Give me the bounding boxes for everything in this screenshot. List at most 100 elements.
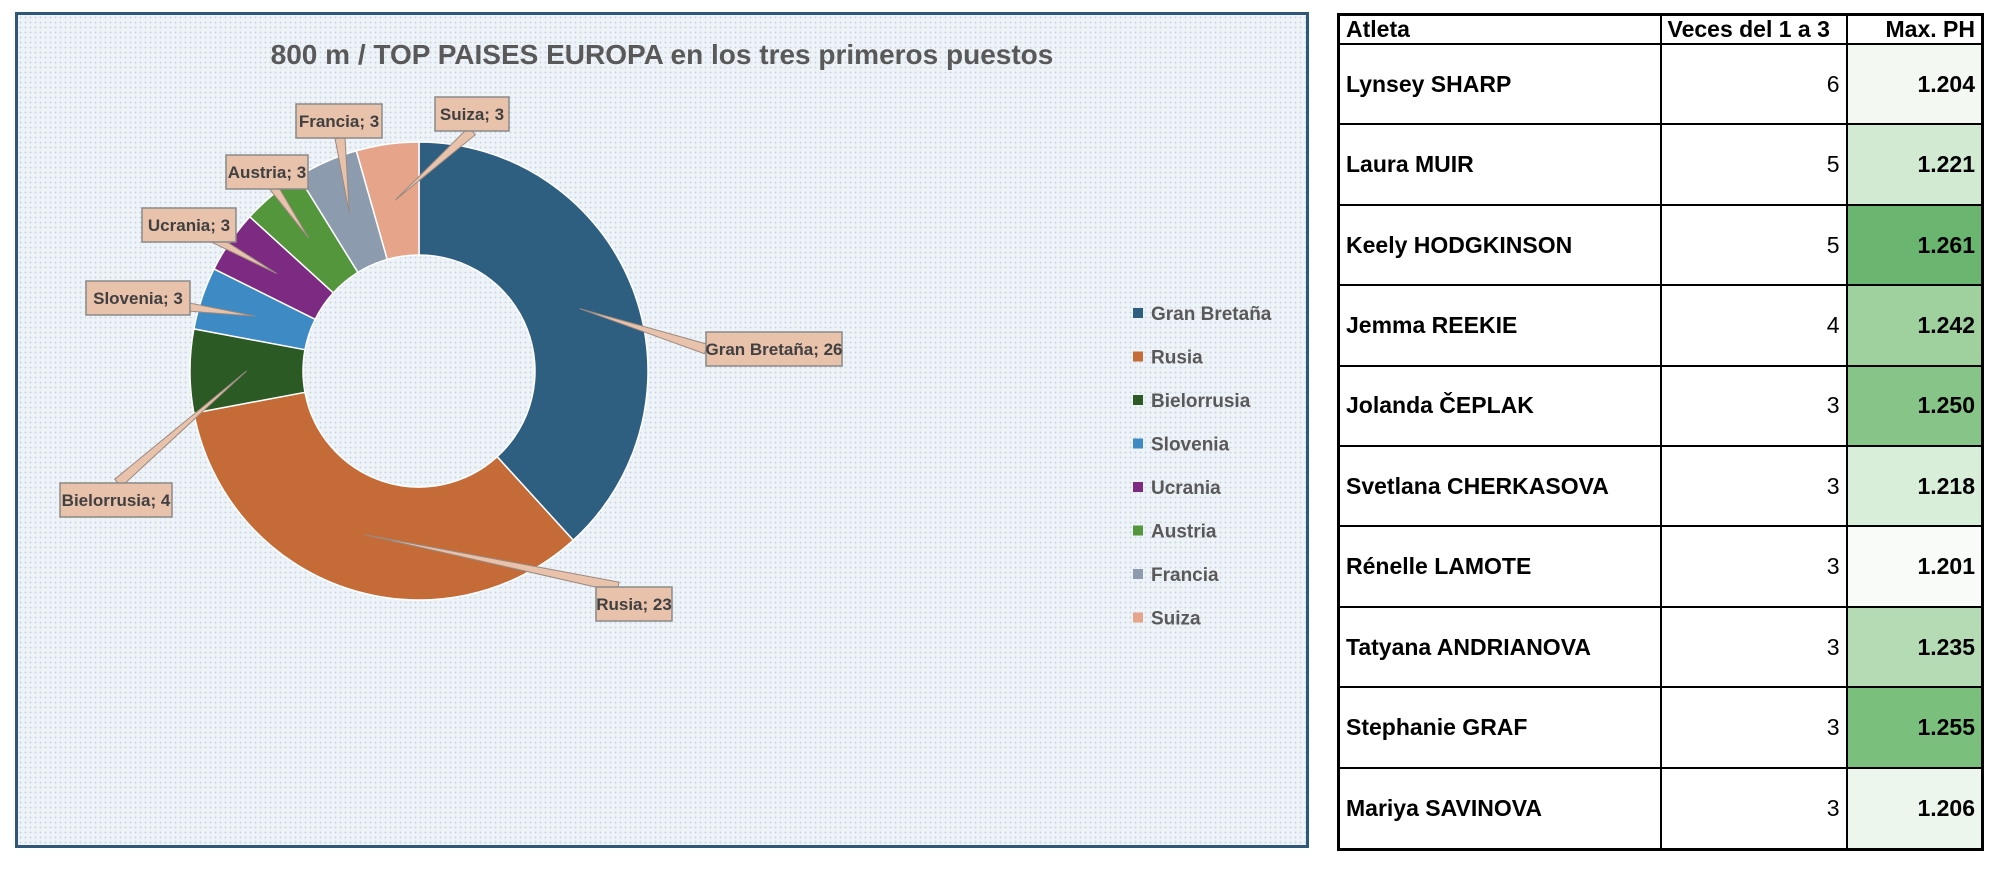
legend-item: Suiza bbox=[1133, 609, 1201, 630]
podium-count: 3 bbox=[1659, 766, 1848, 851]
donut-slice bbox=[418, 141, 649, 542]
data-label-text: Francia; 3 bbox=[299, 112, 379, 131]
athlete-name: Keely HODGKINSON bbox=[1337, 203, 1662, 287]
athlete-table: Atleta Veces del 1 a 3 Max. PH Lynsey SH… bbox=[1337, 13, 1984, 851]
data-label-box bbox=[434, 96, 510, 132]
header-veces: Veces del 1 a 3 bbox=[1659, 13, 1848, 45]
athlete-name: Stephanie GRAF bbox=[1337, 686, 1662, 769]
legend-swatch bbox=[1133, 395, 1143, 405]
podium-count: 3 bbox=[1659, 605, 1848, 689]
table-row: Tatyana ANDRIANOVA 3 1.235 bbox=[1337, 605, 1984, 689]
athlete-name: Laura MUIR bbox=[1337, 123, 1662, 206]
donut-slice bbox=[355, 141, 420, 261]
athlete-name: Jemma REEKIE bbox=[1337, 284, 1662, 367]
legend-item: Francia bbox=[1133, 565, 1219, 586]
legend-label: Rusia bbox=[1151, 348, 1203, 369]
data-label-box bbox=[705, 331, 843, 367]
chart-panel: Gran Bretaña; 26 Rusia; 23 Bielorrusia; 4 S… bbox=[15, 12, 1309, 848]
table-row: Keely HODGKINSON 5 1.261 bbox=[1337, 203, 1984, 287]
legend-item: Ucrania bbox=[1133, 478, 1221, 499]
legend-item: Austria bbox=[1133, 522, 1217, 543]
table-row: Jemma REEKIE 4 1.242 bbox=[1337, 284, 1984, 367]
data-label-box bbox=[59, 482, 173, 518]
donut-chart: Gran Bretaña; 26 Rusia; 23 Bielorrusia; 4 S… bbox=[59, 96, 1272, 630]
data-label: Slovenia; 3 bbox=[85, 280, 191, 316]
table-row: Laura MUIR 5 1.221 bbox=[1337, 123, 1984, 206]
data-label: Austria; 3 bbox=[225, 154, 309, 190]
data-label-box bbox=[225, 154, 309, 190]
podium-count: 3 bbox=[1659, 686, 1848, 769]
legend-label: Austria bbox=[1151, 522, 1217, 543]
max-ph-value: 1.242 bbox=[1845, 284, 1984, 367]
legend-swatch bbox=[1133, 482, 1143, 492]
max-ph-value: 1.261 bbox=[1845, 203, 1984, 287]
data-label: Bielorrusia; 4 bbox=[59, 482, 173, 518]
data-label-box bbox=[141, 207, 237, 243]
athlete-name: Mariya SAVINOVA bbox=[1337, 766, 1662, 851]
legend-label: Francia bbox=[1151, 565, 1219, 586]
table-row: Lynsey SHARP 6 1.204 bbox=[1337, 42, 1984, 126]
data-label-box bbox=[595, 586, 673, 622]
legend-label: Ucrania bbox=[1151, 478, 1221, 499]
max-ph-value: 1.206 bbox=[1845, 766, 1984, 851]
table-row: Rénelle LAMOTE 3 1.201 bbox=[1337, 525, 1984, 608]
legend-item: Gran Bretaña bbox=[1133, 304, 1272, 325]
legend-item: Rusia bbox=[1133, 348, 1203, 369]
data-label-text: Austria; 3 bbox=[228, 163, 306, 182]
data-label-text: Gran Bretaña; 26 bbox=[706, 340, 843, 359]
podium-count: 5 bbox=[1659, 123, 1848, 206]
legend-swatch bbox=[1133, 569, 1143, 579]
podium-count: 3 bbox=[1659, 525, 1848, 608]
data-label-text: Ucrania; 3 bbox=[148, 216, 230, 235]
table-row: Svetlana CHERKASOVA 3 1.218 bbox=[1337, 445, 1984, 528]
data-label-box bbox=[85, 280, 191, 316]
legend-label: Slovenia bbox=[1151, 435, 1230, 456]
legend-swatch bbox=[1133, 525, 1143, 536]
data-label-text: Bielorrusia; 4 bbox=[62, 491, 171, 510]
data-label: Rusia; 23 bbox=[595, 586, 673, 622]
legend-item: Bielorrusia bbox=[1133, 391, 1251, 412]
header-max-ph: Max. PH bbox=[1845, 13, 1984, 45]
data-label-text: Slovenia; 3 bbox=[93, 289, 183, 308]
athlete-name: Lynsey SHARP bbox=[1337, 42, 1662, 126]
legend-label: Bielorrusia bbox=[1151, 391, 1251, 412]
athlete-name: Tatyana ANDRIANOVA bbox=[1337, 605, 1662, 689]
legend-swatch bbox=[1133, 612, 1143, 623]
max-ph-value: 1.255 bbox=[1845, 686, 1984, 769]
donut-slice bbox=[193, 391, 575, 601]
legend-swatch bbox=[1133, 438, 1143, 449]
data-label-text: Rusia; 23 bbox=[596, 595, 672, 614]
max-ph-value: 1.201 bbox=[1845, 525, 1984, 608]
data-label-box bbox=[295, 103, 383, 139]
table-row: Jolanda ČEPLAK 3 1.250 bbox=[1337, 364, 1984, 448]
max-ph-value: 1.221 bbox=[1845, 123, 1984, 206]
legend-item: Slovenia bbox=[1133, 435, 1230, 456]
header-atleta: Atleta bbox=[1337, 13, 1662, 45]
max-ph-value: 1.218 bbox=[1845, 445, 1984, 528]
max-ph-value: 1.235 bbox=[1845, 605, 1984, 689]
table-header-row: Atleta Veces del 1 a 3 Max. PH bbox=[1337, 13, 1984, 45]
legend-swatch bbox=[1133, 308, 1143, 318]
table-row: Stephanie GRAF 3 1.255 bbox=[1337, 686, 1984, 769]
athlete-name: Rénelle LAMOTE bbox=[1337, 525, 1662, 608]
table-row: Mariya SAVINOVA 3 1.206 bbox=[1337, 766, 1984, 851]
data-label: Ucrania; 3 bbox=[141, 207, 237, 243]
legend-label: Gran Bretaña bbox=[1151, 304, 1272, 325]
max-ph-value: 1.204 bbox=[1845, 42, 1984, 126]
podium-count: 5 bbox=[1659, 203, 1848, 287]
athlete-name: Jolanda ČEPLAK bbox=[1337, 364, 1662, 448]
data-label: Francia; 3 bbox=[295, 103, 383, 139]
podium-count: 6 bbox=[1659, 42, 1848, 126]
podium-count: 4 bbox=[1659, 284, 1848, 367]
data-label: Gran Bretaña; 26 bbox=[705, 331, 843, 367]
legend-swatch bbox=[1133, 351, 1143, 362]
data-label: Suiza; 3 bbox=[434, 96, 510, 132]
podium-count: 3 bbox=[1659, 364, 1848, 448]
data-label-text: Suiza; 3 bbox=[440, 105, 504, 124]
legend-label: Suiza bbox=[1151, 609, 1201, 630]
athlete-name: Svetlana CHERKASOVA bbox=[1337, 445, 1662, 528]
chart-title: 800 m / TOP PAISES EUROPA en los tres pr… bbox=[270, 39, 1054, 70]
max-ph-value: 1.250 bbox=[1845, 364, 1984, 448]
podium-count: 3 bbox=[1659, 445, 1848, 528]
athlete-table-panel: Atleta Veces del 1 a 3 Max. PH Lynsey SH… bbox=[1337, 13, 1984, 851]
